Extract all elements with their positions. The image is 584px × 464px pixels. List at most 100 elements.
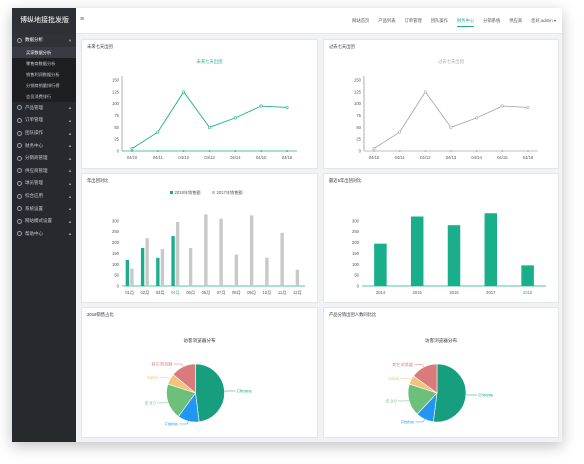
data-point[interactable] [156,130,160,134]
top-nav-tabs: 网站首页 产品列表 订单管理 团队操作 财务中心 分销系统 供应商 您好,admin ▾ [343,8,556,34]
sidebar-item-label: 网站模式设置 [25,218,52,224]
bar[interactable] [219,218,223,286]
panel-title: 2018销售占比 [87,312,114,317]
bar[interactable] [249,215,254,286]
sidebar-subitem[interactable]: 分销商销量排行榜 [26,82,60,88]
bar[interactable] [484,213,498,286]
axis-tick-dot [475,150,478,152]
sidebar-item-data[interactable]: 数据分析 ▼ [12,34,76,47]
top-tab[interactable]: 产品列表 [378,18,396,23]
data-point[interactable] [372,147,376,151]
data-point[interactable] [233,116,237,120]
axis-tick-dot [424,150,427,152]
sidebar-item-label: 团队操作 [25,130,43,136]
x-tick-label: 07月 [217,290,226,296]
bar[interactable] [125,259,130,286]
top-tab[interactable]: 网站首页 [352,18,370,23]
panel-yearly-comparison: 年出团对比 2018年销售额 2017年销售额 0 50 100 150 200 250 300… [81,173,318,303]
data-point[interactable] [130,147,134,151]
sidebar-item-label: 帮助中心 [25,230,43,236]
bar[interactable] [295,269,300,286]
sidebar-item-supplier[interactable]: 供应商管理 ▲ [12,165,76,178]
y-tick-label: 100 [112,262,120,267]
y-tick-label: 300 [112,218,120,223]
bar[interactable] [521,265,534,286]
data-point[interactable] [526,105,530,109]
axis-tick-dot [131,150,133,152]
top-tab[interactable]: 财务中心 [456,16,475,27]
sidebar-item-finance[interactable]: 财务中心 ▲ [12,139,76,152]
bar[interactable] [204,214,208,286]
sidebar-subitem[interactable]: 买家数据分析 [12,46,76,58]
chevron-up-icon: ▲ [68,117,72,123]
data-point[interactable] [423,90,427,94]
sidebar-item-apps[interactable]: 综合应用 ▲ [12,190,76,203]
sidebar-item-team[interactable]: 团队操作 ▲ [12,127,76,140]
bar[interactable] [171,236,175,286]
data-point[interactable] [285,105,289,109]
bar[interactable] [188,248,193,286]
bar[interactable] [140,248,145,286]
x-tick-label: 04/11 [395,155,406,160]
pie-label: Chrome [237,388,253,393]
axis-tick-dot [208,150,211,152]
bar[interactable] [130,268,134,286]
top-tab[interactable]: 分销系统 [483,18,501,23]
pie-slice[interactable] [166,383,196,417]
menu-circle-icon [17,117,22,123]
x-tick-label: 03月 [156,290,165,296]
data-point[interactable] [182,90,186,94]
legend-entry[interactable]: 2018年销售额 [175,189,202,196]
pie-label: Chrome [478,393,494,398]
bar[interactable] [410,216,424,286]
bar[interactable] [374,243,387,286]
pie-slice[interactable] [413,363,438,394]
bar[interactable] [160,249,165,286]
bar[interactable] [234,254,239,286]
data-point[interactable] [449,125,453,129]
bar[interactable] [265,257,269,286]
y-tick-label: 100 [112,101,120,106]
x-tick-label: 04/13 [446,155,457,160]
pie-label: Safari [388,376,399,381]
bar[interactable] [280,232,284,286]
legend-entry[interactable]: 2017年销售额 [217,189,244,196]
pie-slice[interactable] [195,363,225,423]
menu-icon[interactable]: ≡ [80,16,85,23]
bar[interactable] [175,221,180,286]
sidebar-item-order[interactable]: 订单管理 ▲ [12,114,76,127]
top-tab[interactable]: 您好,admin ▾ [531,18,556,23]
top-tab[interactable]: 团队操作 [430,18,448,23]
data-point[interactable] [500,104,504,108]
sidebar-subitem[interactable]: 会员消费排行 [26,93,52,99]
sidebar-item-label: 供应商管理 [25,167,48,173]
data-point[interactable] [208,125,212,129]
sidebar-subitem[interactable]: 零售商数据分析 [26,60,56,66]
sidebar-item-system[interactable]: 系统设置 ▲ [12,202,76,215]
top-tab[interactable]: 供应商 [509,18,523,23]
sidebar-item-help[interactable]: 帮助中心 ▲ [12,228,76,241]
bar[interactable] [447,225,461,286]
data-point[interactable] [259,104,263,108]
sidebar-item-member[interactable]: 球员管理 ▲ [12,177,76,190]
data-point[interactable] [475,116,479,120]
sidebar-subitem[interactable]: 销售利润数据分析 [26,71,60,77]
bar[interactable] [145,238,149,286]
x-tick-label: 04/15 [256,155,267,160]
sidebar-item-product[interactable]: 产品管理 ▲ [12,102,76,115]
menu-circle-icon [17,143,22,149]
y-tick-label: 75 [356,113,361,118]
pie-label-line [159,377,171,380]
y-tick-label: 150 [354,78,362,83]
pie-slice[interactable] [433,363,467,423]
menu-circle-icon [17,105,22,111]
sidebar-item-template[interactable]: 网站模式设置 ▲ [12,215,76,228]
data-point[interactable] [398,130,402,134]
sidebar-item-distributor[interactable]: 分销商管理 ▲ [12,152,76,165]
chart-svg: 访客浏览器分布 Chrome Firefox IE 9.0 Safari 其它浏览器 [145,337,253,426]
pie-label-line [400,378,412,381]
series-line [373,91,529,150]
top-tab[interactable]: 订单管理 [404,18,422,23]
panel-title: 最近5年出团对比 [329,178,362,183]
bar[interactable] [156,257,160,286]
